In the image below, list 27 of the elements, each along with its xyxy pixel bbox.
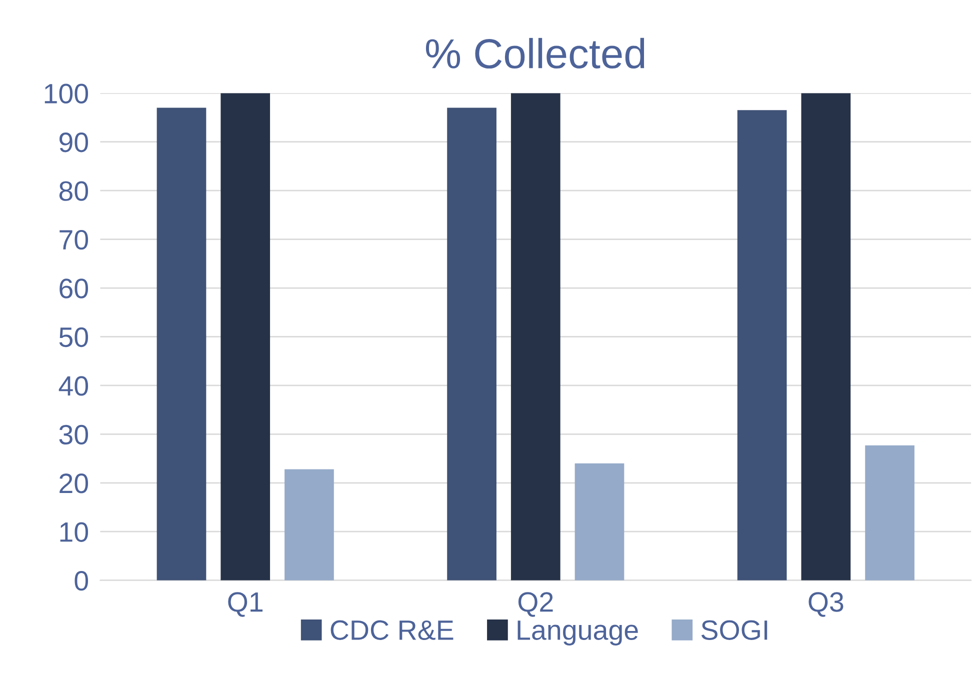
x-tick-label: Q3 [808,592,844,617]
x-tick-label: Q2 [518,592,553,617]
y-tick-label: 50 [59,327,88,348]
bar [865,445,914,580]
y-tick-label: 90 [60,132,88,152]
bar [447,108,496,580]
legend-label: SOGI [701,620,768,640]
bar [510,93,560,580]
y-tick-label: 100 [44,84,88,104]
bar [574,463,624,580]
y-tick-label: 0 [74,570,88,591]
legend-label: CDC R&E [330,620,454,640]
bar [220,93,270,580]
y-tick-label: 70 [60,230,88,250]
bar [156,108,206,580]
y-tick-label: 40 [58,376,88,396]
bar [801,93,851,580]
bar [737,110,787,580]
y-tick-label: 80 [59,181,88,201]
x-tick-label: Q1 [228,592,263,617]
y-tick-label: 60 [60,278,88,298]
y-tick-label: 30 [59,424,88,445]
y-tick-label: 10 [60,522,88,542]
legend-label: Language [518,620,638,646]
y-tick-label: 20 [60,474,88,494]
chart-title: % Collected [426,38,644,69]
bar [284,469,334,580]
